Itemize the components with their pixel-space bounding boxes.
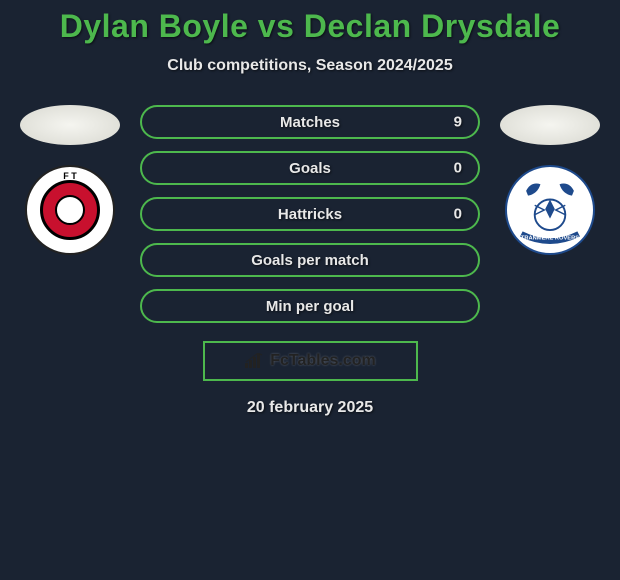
club-badge-left: F TF C	[25, 165, 115, 255]
comparison-card: Dylan Boyle vs Declan Drysdale Club comp…	[0, 0, 620, 417]
club-badge-right: TRANMERE ROVERS	[505, 165, 595, 255]
page-subtitle: Club competitions, Season 2024/2025	[0, 57, 620, 75]
stat-row-goals: Goals 0	[140, 151, 480, 185]
svg-text:TRANMERE ROVERS: TRANMERE ROVERS	[521, 236, 579, 242]
stat-right-value: 0	[454, 206, 462, 223]
main-row: F TF C Matches 9 Goals 0 Hattricks 0	[0, 105, 620, 323]
stat-label: Min per goal	[266, 298, 354, 315]
stat-label: Goals	[289, 160, 331, 177]
stat-row-min-per-goal: Min per goal	[140, 289, 480, 323]
bar-chart-icon	[244, 353, 264, 369]
watermark-label: FcTables.com	[270, 352, 376, 370]
player-left-avatar-placeholder	[20, 105, 120, 145]
stat-label: Goals per match	[251, 252, 369, 269]
player-right-column: TRANMERE ROVERS	[500, 105, 600, 255]
comparison-date: 20 february 2025	[0, 399, 620, 417]
stat-right-value: 0	[454, 160, 462, 177]
stat-label: Matches	[280, 114, 340, 131]
watermark: FcTables.com	[203, 341, 418, 381]
stat-label: Hattricks	[278, 206, 342, 223]
stat-right-value: 9	[454, 114, 462, 131]
stats-column: Matches 9 Goals 0 Hattricks 0 Goals per …	[140, 105, 480, 323]
page-title: Dylan Boyle vs Declan Drysdale	[0, 8, 620, 45]
stat-row-goals-per-match: Goals per match	[140, 243, 480, 277]
club-badge-left-ring	[40, 180, 100, 240]
club-badge-left-ball	[55, 195, 85, 225]
stat-row-hattricks: Hattricks 0	[140, 197, 480, 231]
player-right-avatar-placeholder	[500, 105, 600, 145]
player-left-column: F TF C	[20, 105, 120, 255]
stat-row-matches: Matches 9	[140, 105, 480, 139]
club-badge-right-svg: TRANMERE ROVERS	[507, 167, 593, 253]
